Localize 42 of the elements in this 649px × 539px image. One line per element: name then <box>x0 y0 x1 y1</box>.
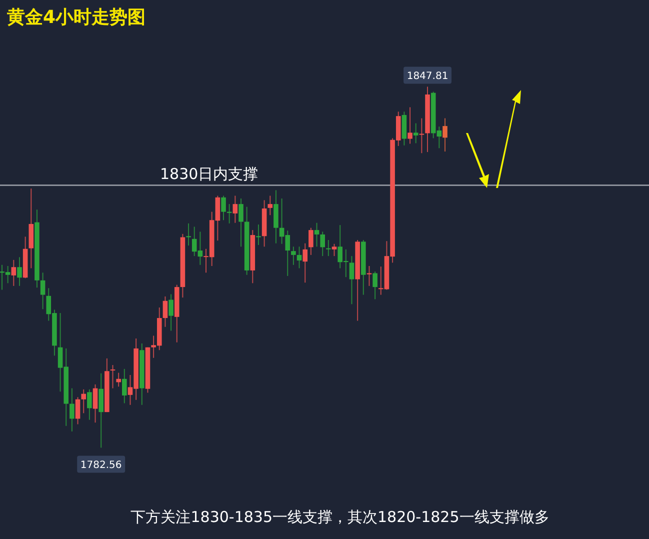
candlestick <box>98 372 104 448</box>
candlestick <box>17 256 22 286</box>
candlestick <box>92 384 98 424</box>
candlestick <box>11 259 16 286</box>
candlestick <box>402 111 407 146</box>
candlestick <box>408 106 412 144</box>
candlestick <box>221 195 226 221</box>
candlestick <box>413 122 418 144</box>
candlestick <box>296 246 302 269</box>
ref-line-label: 1830日内支撑 <box>160 165 258 184</box>
annotation: 1782.56 <box>80 460 122 472</box>
candlestick <box>291 246 296 266</box>
candlestick <box>419 118 424 154</box>
candlestick <box>314 222 320 248</box>
candlestick <box>116 372 121 388</box>
chart-title: 黄金4小时走势图 <box>6 7 146 28</box>
candlestick <box>75 396 80 425</box>
candlestick <box>256 224 261 246</box>
candlestick <box>308 227 314 256</box>
candlestick <box>326 240 331 257</box>
candlestick <box>40 272 46 310</box>
candlestick <box>70 388 74 432</box>
candlestick <box>110 364 116 389</box>
annotation: 1847.81 <box>406 71 448 82</box>
candlestick <box>168 294 174 332</box>
candlestick <box>238 198 244 248</box>
candlestick <box>232 195 238 224</box>
candlestick <box>122 368 127 404</box>
candlestick <box>87 388 92 420</box>
candlestick <box>162 296 168 328</box>
candlestick <box>268 195 273 216</box>
candlestick <box>349 256 354 305</box>
candlestick <box>274 190 278 244</box>
candlestick <box>372 271 378 300</box>
candlestick <box>81 388 86 414</box>
candlestick <box>442 118 448 152</box>
candlestick <box>302 242 308 284</box>
candlestick <box>186 222 191 246</box>
text: 下方关注1830-1835一线支撑，其次1820-1825一线支撑做多 <box>130 508 550 526</box>
candlestick <box>332 243 337 257</box>
candlestick <box>366 266 372 286</box>
candlestick <box>320 231 325 257</box>
